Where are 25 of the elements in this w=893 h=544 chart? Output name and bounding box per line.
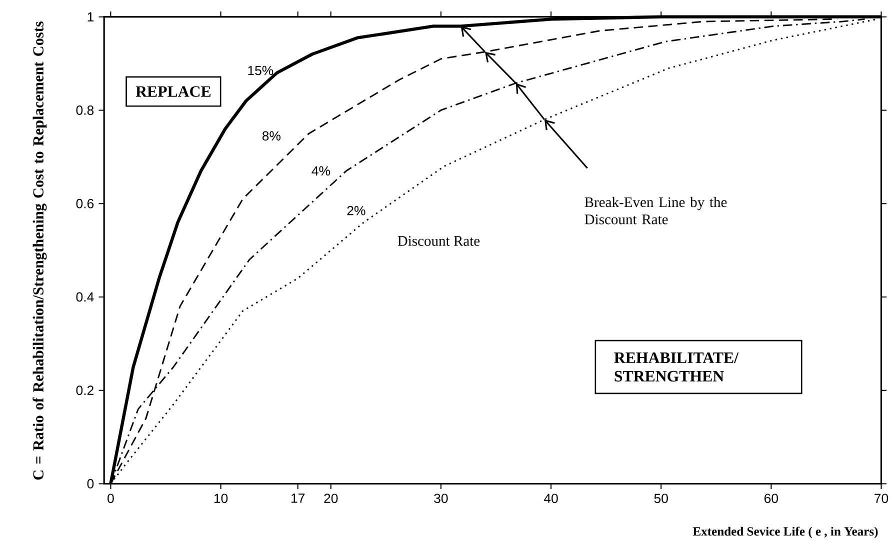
x-tick-label: 20 xyxy=(324,494,338,503)
x-axis-title: Extended Sevice Life ( e , in Years) xyxy=(692,526,878,538)
x-tick-label: 17 xyxy=(291,494,305,503)
x-tick-label: 10 xyxy=(214,494,228,503)
annotation: 4% xyxy=(312,166,330,176)
x-tick-label: 70 xyxy=(874,494,888,503)
annotation: Break-Even Line by the Discount Rate xyxy=(584,196,727,224)
x-tick-label: 50 xyxy=(654,494,668,503)
annotation: 2% xyxy=(347,206,366,216)
annotation: 8% xyxy=(262,131,281,140)
y-tick-label: 1 xyxy=(88,12,94,22)
y-axis-title: C = Ratio of Rehabilitation/Strengthening Cost to Replacement Costs xyxy=(32,21,47,480)
y-tick-label: 0.6 xyxy=(76,198,94,208)
annotation: 15% xyxy=(248,66,274,76)
y-tick-label: 0.2 xyxy=(76,386,94,395)
y-tick-label: 0 xyxy=(87,478,94,488)
y-tick-label: 0.8 xyxy=(76,105,94,115)
annotation: REPLACE xyxy=(136,86,211,97)
x-tick-label: 0 xyxy=(108,494,114,503)
x-tick-label: 40 xyxy=(544,494,558,503)
x-tick-label: 30 xyxy=(434,494,448,503)
y-tick-label: 0.4 xyxy=(76,292,94,302)
annotation: Discount Rate xyxy=(398,236,480,246)
x-tick-label: 60 xyxy=(764,494,778,503)
annotation: REHABILITATE/ STRENGTHEN xyxy=(614,352,739,382)
